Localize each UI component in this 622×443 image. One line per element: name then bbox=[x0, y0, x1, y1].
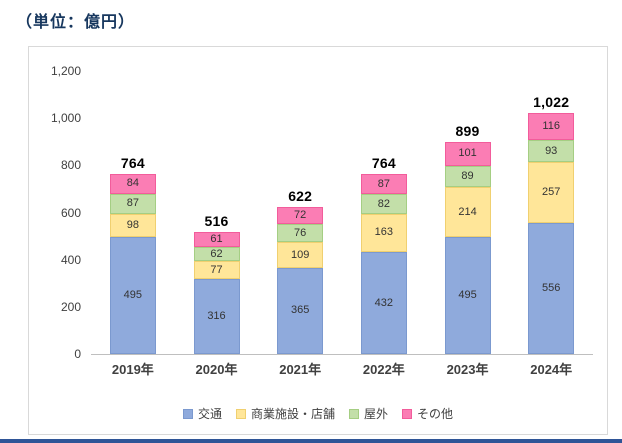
x-axis-label: 2022年 bbox=[362, 362, 405, 377]
bar-segment-commercial-store: 214 bbox=[444, 186, 491, 238]
bar-total-label: 516 bbox=[204, 213, 229, 230]
legend-item-commercial-store: 商業施設・店舗 bbox=[235, 405, 335, 422]
bar-segment-outdoor: 93 bbox=[528, 140, 575, 163]
bar-cell: 516 61 62 77 316 bbox=[175, 213, 259, 354]
bar-segment-other: 84 bbox=[109, 173, 156, 194]
bar-segment-commercial-store: 98 bbox=[109, 214, 156, 238]
bar-cell: 764 84 87 98 495 bbox=[91, 155, 175, 354]
bar-segment-outdoor: 89 bbox=[444, 165, 491, 187]
legend-label: 屋外 bbox=[364, 407, 389, 421]
legend-swatch bbox=[182, 408, 193, 419]
legend-swatch bbox=[349, 408, 359, 419]
x-axis-label: 2020年 bbox=[195, 362, 238, 377]
bar-segment-transit: 432 bbox=[360, 252, 407, 354]
bar-segment-transit: 365 bbox=[277, 267, 324, 354]
bar-cell: 622 72 76 109 365 bbox=[258, 188, 342, 354]
y-tick-label: 200 bbox=[60, 299, 81, 314]
bar-total-label: 622 bbox=[288, 188, 313, 205]
bar-segment-transit: 495 bbox=[109, 237, 156, 354]
y-tick-label: 800 bbox=[60, 158, 81, 173]
bar-segment-transit: 556 bbox=[528, 222, 575, 354]
bottom-border-accent bbox=[0, 439, 622, 443]
bar-segment-other: 116 bbox=[528, 113, 575, 141]
bar-segment-commercial-store: 77 bbox=[193, 261, 240, 280]
legend-item-outdoor: 屋外 bbox=[349, 405, 388, 422]
bar-segment-commercial-store: 109 bbox=[277, 242, 324, 268]
unit-label: （単位：億円） bbox=[16, 14, 136, 31]
bar-segment-other: 101 bbox=[444, 142, 491, 166]
bar-cell: 1,022 116 93 257 556 bbox=[509, 94, 593, 354]
chart-panel: 0 200 400 600 800 1,000 1,200 764 84 87 98 495 516 6… bbox=[28, 46, 608, 435]
x-axis-label: 2019年 bbox=[111, 362, 154, 377]
bar-column: 1,022 116 93 257 556 bbox=[528, 94, 575, 354]
bar-segment-commercial-store: 163 bbox=[360, 213, 407, 253]
y-tick-label: 1,200 bbox=[50, 64, 81, 78]
x-axis-labels: 2019年 2020年 2021年 2022年 2023年 2024年 bbox=[91, 359, 593, 378]
x-axis-label: 2023年 bbox=[446, 362, 489, 377]
bar-total-label: 764 bbox=[371, 154, 396, 171]
y-tick-label: 0 bbox=[74, 347, 81, 361]
bar-segment-outdoor: 82 bbox=[360, 194, 407, 214]
bar-segment-other: 61 bbox=[193, 232, 240, 247]
legend-item-other: その他 bbox=[402, 405, 453, 422]
legend-label: 交通 bbox=[197, 407, 222, 421]
bar-column: 899 101 89 214 495 bbox=[444, 123, 491, 354]
bar-stack: 87 82 163 432 bbox=[360, 173, 407, 354]
legend-swatch bbox=[235, 408, 246, 419]
legend-item-transit: 交通 bbox=[182, 405, 222, 422]
legend: 交通 商業施設・店舗 屋外 その他 bbox=[29, 405, 607, 422]
bar-stack: 116 93 257 556 bbox=[528, 113, 575, 354]
bar-segment-commercial-store: 257 bbox=[528, 162, 575, 223]
y-axis: 0 200 400 600 800 1,000 1,200 bbox=[35, 64, 85, 361]
plot-area: 764 84 87 98 495 516 61 62 77 316 622 72 76 109 365 764… bbox=[91, 71, 593, 355]
bar-segment-outdoor: 87 bbox=[109, 193, 156, 215]
bar-segment-transit: 316 bbox=[193, 279, 240, 354]
bar-total-label: 1,022 bbox=[533, 94, 570, 111]
bar-segment-other: 72 bbox=[277, 207, 324, 225]
bar-segment-transit: 495 bbox=[444, 237, 491, 354]
bar-segment-outdoor: 62 bbox=[193, 246, 240, 262]
y-tick-label: 600 bbox=[60, 205, 81, 220]
bar-column: 516 61 62 77 316 bbox=[193, 213, 240, 354]
bar-column: 764 87 82 163 432 bbox=[360, 154, 407, 354]
y-tick-label: 1,000 bbox=[50, 111, 81, 126]
bar-stack: 84 87 98 495 bbox=[109, 173, 156, 354]
x-axis-label: 2021年 bbox=[279, 362, 322, 377]
legend-label: その他 bbox=[417, 407, 454, 421]
y-tick-label: 400 bbox=[60, 252, 81, 267]
bar-stack: 101 89 214 495 bbox=[444, 142, 491, 354]
bar-total-label: 764 bbox=[120, 154, 145, 171]
bar-stack: 72 76 109 365 bbox=[277, 207, 324, 354]
bar-cell: 899 101 89 214 495 bbox=[426, 123, 510, 354]
x-axis-label: 2024年 bbox=[530, 362, 573, 377]
bar-cell: 764 87 82 163 432 bbox=[342, 155, 426, 354]
legend-swatch bbox=[402, 408, 413, 419]
bar-segment-other: 87 bbox=[360, 173, 407, 195]
legend-label: 商業施設・店舗 bbox=[250, 407, 335, 421]
bar-column: 764 84 87 98 495 bbox=[109, 154, 156, 354]
bar-total-label: 899 bbox=[455, 123, 480, 140]
bar-column: 622 72 76 109 365 bbox=[277, 188, 324, 354]
bar-stack: 61 62 77 316 bbox=[193, 232, 240, 354]
bar-segment-outdoor: 76 bbox=[277, 224, 324, 243]
bars-container: 764 84 87 98 495 516 61 62 77 316 622 72 76 109 365 764… bbox=[91, 71, 593, 354]
